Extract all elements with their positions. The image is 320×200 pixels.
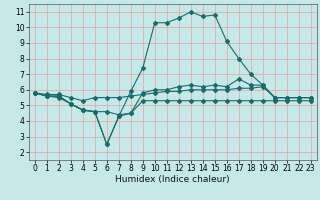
X-axis label: Humidex (Indice chaleur): Humidex (Indice chaleur): [116, 175, 230, 184]
